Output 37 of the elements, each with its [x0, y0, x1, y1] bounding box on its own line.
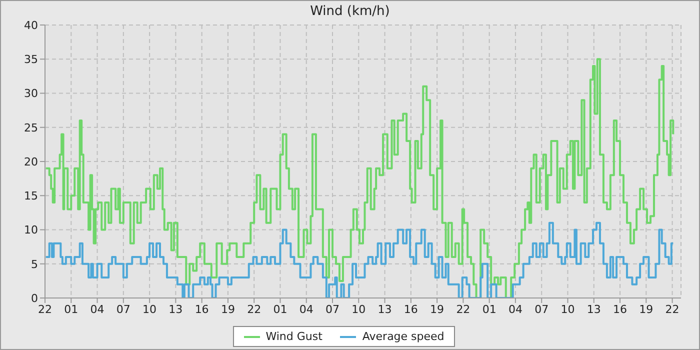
x-tick-label: 10 — [352, 302, 366, 316]
x-tick-label: 04 — [508, 302, 522, 316]
y-tick-label: 10 — [24, 224, 38, 237]
x-tick-label: 07 — [534, 302, 549, 316]
x-tick-label: 13 — [168, 302, 183, 316]
y-tick-label: 25 — [24, 121, 38, 134]
x-tick-label: 22 — [456, 302, 470, 316]
x-tick-label: 07 — [116, 302, 130, 316]
y-tick-label: 15 — [24, 190, 38, 203]
x-tick-label: 13 — [586, 302, 601, 316]
y-tick-label: 30 — [24, 87, 38, 100]
legend-label: Wind Gust — [266, 330, 322, 343]
y-tick-label: 5 — [31, 258, 38, 271]
x-tick-label: 13 — [378, 302, 392, 316]
x-tick-label: 07 — [326, 302, 340, 316]
x-tick-label: 01 — [482, 302, 496, 316]
x-tick-label: 19 — [639, 302, 654, 316]
x-tick-label: 22 — [247, 302, 262, 316]
x-tick-label: 22 — [665, 302, 680, 316]
y-tick-label: 40 — [24, 18, 38, 32]
x-tick-label: 16 — [194, 302, 209, 316]
x-tick-label: 04 — [90, 302, 104, 316]
legend-label: Average speed — [362, 330, 444, 343]
x-tick-label: 04 — [299, 302, 314, 316]
x-tick-label: 16 — [613, 302, 628, 316]
x-tick-label: 16 — [404, 302, 418, 316]
x-tick-label: 19 — [220, 302, 235, 316]
chart-title: Wind (km/h) — [309, 4, 391, 19]
x-tick-label: 19 — [430, 302, 444, 316]
x-tick-label: 10 — [560, 302, 575, 316]
x-tick-label: 01 — [64, 302, 78, 316]
y-tick-label: 35 — [24, 53, 38, 66]
y-tick-label: 0 — [31, 292, 38, 305]
y-tick-label: 20 — [24, 155, 38, 168]
x-tick-label: 22 — [38, 302, 52, 316]
x-tick-label: 01 — [273, 302, 288, 316]
x-tick-label: 10 — [142, 302, 157, 316]
